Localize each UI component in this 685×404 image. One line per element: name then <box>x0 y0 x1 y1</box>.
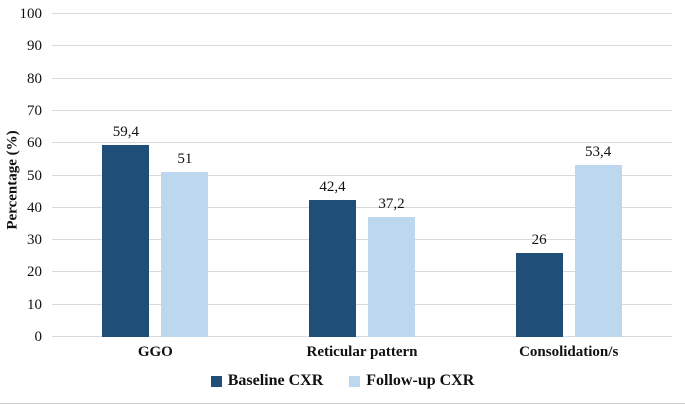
gridline-50 <box>52 174 672 176</box>
legend-item-baseline-cxr: Baseline CXR <box>210 372 324 390</box>
bar-group-consolidation-s: 26 53,4 <box>465 14 672 337</box>
plot-area: 59,4 51 42,4 37,2 26 53,4 <box>52 13 672 337</box>
legend-label-baseline-cxr: Baseline CXR <box>227 372 324 389</box>
bar-value-label: 26 <box>531 232 547 249</box>
gridline-90 <box>52 45 672 47</box>
y-tick-label-100: 100 <box>19 6 43 22</box>
bar-follow-up-cxr-ggo: 51 <box>161 151 209 337</box>
gridline-70 <box>52 109 672 111</box>
y-tick-label-80: 80 <box>27 70 42 87</box>
gridline-30 <box>52 239 672 241</box>
bar-groups: 59,4 51 42,4 37,2 26 53,4 <box>52 14 672 337</box>
x-category-label-ggo: GGO <box>137 344 173 360</box>
bar-value-label: 59,4 <box>112 124 139 141</box>
legend-item-follow-up-cxr: Follow-up CXR <box>349 372 474 390</box>
legend-swatch-follow-up-cxr <box>349 375 361 387</box>
gridline-60 <box>52 142 672 144</box>
bar-group-ggo: 59,4 51 <box>52 14 259 337</box>
gridline-10 <box>52 303 672 305</box>
gridline-40 <box>52 206 672 208</box>
y-tick-label-10: 10 <box>27 296 42 313</box>
x-category-label-consolidation-s: Consolidation/s <box>519 344 619 360</box>
bar-follow-up-cxr-reticular-pattern: 37,2 <box>368 196 415 337</box>
bar-baseline-cxr-reticular-pattern: 42,4 <box>309 179 356 337</box>
y-tick-label-60: 60 <box>27 135 42 152</box>
bar-baseline-cxr-consolidation-s: 26 <box>515 232 563 337</box>
bar-group-reticular-pattern: 42,4 37,2 <box>259 14 466 337</box>
x-axis-category-labels: GGO Reticular pattern Consolidation/s <box>52 344 672 361</box>
y-tick-label-40: 40 <box>27 199 42 216</box>
bar-value-label: 37,2 <box>378 195 405 212</box>
y-tick-label-70: 70 <box>27 102 42 119</box>
legend-label-follow-up-cxr: Follow-up CXR <box>366 372 475 389</box>
y-tick-label-50: 50 <box>27 167 42 184</box>
bar-value-label: 53,4 <box>585 143 612 160</box>
x-category-label-reticular-pattern: Reticular pattern <box>306 344 418 360</box>
gridline-80 <box>52 77 672 79</box>
bar-value-label: 51 <box>177 151 193 168</box>
gridline-20 <box>52 271 672 273</box>
bar-baseline-cxr-ggo: 59,4 <box>102 124 150 337</box>
bar-value-label: 42,4 <box>319 179 346 196</box>
y-tick-label-20: 20 <box>27 264 42 281</box>
bar-follow-up-cxr-consolidation-s: 53,4 <box>574 144 622 337</box>
y-tick-label-90: 90 <box>27 38 42 55</box>
y-tick-label-0: 0 <box>34 329 43 345</box>
gridline-100 <box>52 13 672 14</box>
legend-swatch-baseline-cxr <box>210 375 222 387</box>
y-tick-label-30: 30 <box>27 232 42 249</box>
gridline-0 <box>52 336 672 337</box>
legend: Baseline CXR Follow-up CXR <box>0 372 685 390</box>
